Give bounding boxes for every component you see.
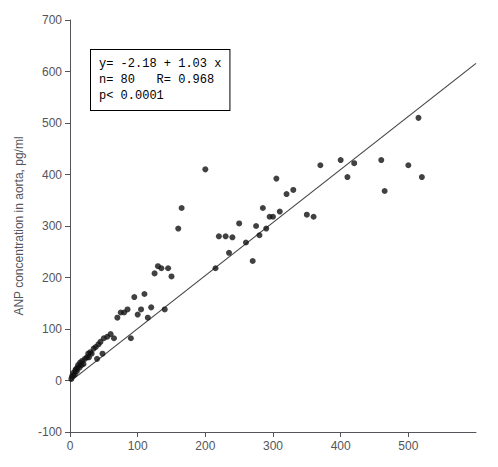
svg-text:0: 0 xyxy=(55,374,62,388)
svg-text:600: 600 xyxy=(42,65,62,79)
svg-text:p< 0.0001: p< 0.0001 xyxy=(99,89,164,103)
svg-text:0: 0 xyxy=(67,439,74,453)
svg-text:300: 300 xyxy=(42,219,62,233)
svg-text:y= -2.18 + 1.03 x: y= -2.18 + 1.03 x xyxy=(99,57,221,71)
svg-text:100: 100 xyxy=(42,322,62,336)
svg-text:500: 500 xyxy=(398,439,418,453)
svg-text:ANP concentration in aorta, pg: ANP concentration in aorta, pg/ml xyxy=(12,136,26,315)
svg-text:100: 100 xyxy=(128,439,148,453)
svg-text:400: 400 xyxy=(331,439,351,453)
svg-text:400: 400 xyxy=(42,168,62,182)
svg-text:-100: -100 xyxy=(38,425,62,439)
svg-text:500: 500 xyxy=(42,116,62,130)
svg-text:300: 300 xyxy=(263,439,283,453)
svg-text:200: 200 xyxy=(195,439,215,453)
svg-text:700: 700 xyxy=(42,13,62,27)
svg-text:200: 200 xyxy=(42,271,62,285)
svg-text:n= 80 R= 0.968: n= 80 R= 0.968 xyxy=(99,73,214,87)
